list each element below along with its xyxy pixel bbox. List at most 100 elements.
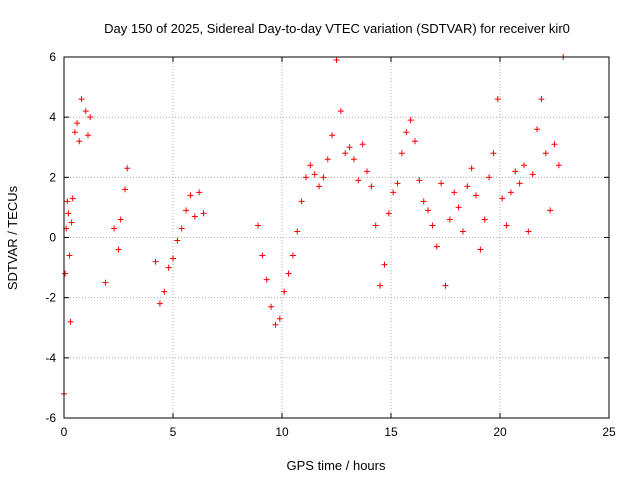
data-point: [359, 141, 366, 148]
data-point: [170, 255, 176, 262]
data-point: [385, 210, 392, 217]
data-point: [394, 180, 401, 187]
data-point: [302, 174, 309, 181]
data-point: [115, 246, 122, 253]
y-tick-label: 0: [49, 231, 56, 245]
x-tick-label: 10: [275, 425, 289, 439]
data-point: [84, 132, 91, 139]
data-point: [555, 162, 562, 169]
data-point: [547, 207, 554, 214]
y-tick-label: -6: [45, 411, 56, 425]
x-tick-label: 20: [493, 425, 507, 439]
data-point: [294, 228, 301, 235]
data-point: [494, 96, 501, 103]
data-point: [468, 165, 475, 172]
data-point: [281, 288, 288, 295]
data-point: [346, 144, 353, 151]
data-point: [538, 96, 545, 103]
data-point: [285, 270, 292, 277]
data-point: [316, 183, 323, 190]
data-point: [66, 252, 73, 259]
data-point: [364, 168, 371, 175]
data-point: [464, 183, 471, 190]
data-point: [473, 192, 480, 199]
data-point: [337, 108, 344, 115]
data-point: [438, 180, 445, 187]
data-point: [442, 282, 449, 289]
data-point: [503, 222, 510, 229]
y-tick-label: 4: [49, 110, 56, 124]
data-point: [355, 177, 362, 184]
data-point: [455, 204, 462, 211]
data-point: [350, 156, 357, 163]
data-point: [516, 180, 523, 187]
data-point: [368, 183, 375, 190]
data-point: [263, 276, 270, 283]
data-point: [333, 57, 340, 64]
data-point: [62, 270, 69, 277]
data-point: [102, 279, 109, 286]
y-tick-label: -2: [45, 291, 56, 305]
data-point: [311, 171, 318, 178]
data-point: [298, 198, 305, 205]
data-point: [490, 150, 497, 157]
data-point: [477, 246, 484, 253]
data-point: [174, 237, 181, 244]
data-point: [433, 243, 440, 250]
data-point: [372, 222, 379, 229]
data-point: [407, 117, 414, 124]
data-point: [525, 228, 532, 235]
data-point: [200, 210, 207, 217]
data-point: [551, 141, 558, 148]
data-point: [486, 174, 493, 181]
data-point: [451, 189, 458, 196]
data-point: [459, 228, 466, 235]
data-point: [542, 150, 549, 157]
data-point: [259, 252, 266, 259]
y-tick-label: -4: [45, 351, 56, 365]
data-point: [152, 258, 159, 265]
data-point: [276, 315, 283, 322]
data-point: [68, 219, 75, 226]
y-tick-label: 2: [49, 170, 56, 184]
axis-ticks: 0 5 10 15 20 25 -6 -4 -2 0 2 4 6: [45, 50, 616, 439]
y-tick-label: 6: [49, 50, 56, 64]
data-point: [272, 321, 279, 328]
data-point: [165, 264, 172, 271]
data-point: [156, 300, 163, 307]
data-point: [403, 129, 410, 136]
data-point: [69, 195, 76, 202]
data-point: [377, 282, 384, 289]
data-point: [82, 108, 89, 115]
data-point: [74, 120, 81, 127]
data-point: [71, 129, 78, 136]
data-points: [61, 54, 567, 397]
data-point: [268, 303, 275, 310]
data-point: [87, 114, 94, 121]
y-axis-label: SDTVAR / TECUs: [5, 185, 20, 290]
data-point: [534, 126, 541, 133]
data-point: [255, 222, 262, 229]
data-point: [381, 261, 388, 268]
data-point: [425, 207, 432, 214]
chart-title: Day 150 of 2025, Sidereal Day-to-day VTE…: [104, 21, 570, 36]
data-point: [481, 216, 488, 223]
data-point: [117, 216, 124, 223]
data-point: [390, 189, 397, 196]
grid-lines: [64, 57, 609, 418]
data-point: [416, 177, 423, 184]
data-point: [320, 174, 327, 181]
data-point: [420, 198, 427, 205]
data-point: [307, 162, 314, 169]
data-point: [67, 318, 74, 325]
data-point: [429, 222, 436, 229]
data-point: [124, 165, 131, 172]
data-point: [411, 138, 418, 145]
data-point: [78, 96, 85, 103]
data-point: [196, 189, 203, 196]
plot-frame: [63, 56, 610, 419]
data-point: [187, 192, 194, 199]
data-point: [111, 225, 118, 232]
x-axis-label: GPS time / hours: [287, 458, 386, 473]
